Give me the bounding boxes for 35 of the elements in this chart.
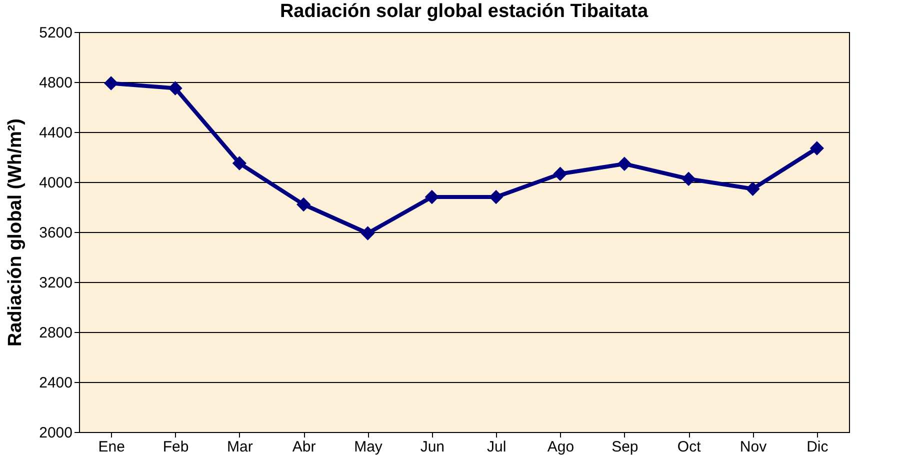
point xyxy=(104,76,118,90)
x-tick-label: Nov xyxy=(740,438,768,455)
y-tick-label: 3200 xyxy=(39,274,72,292)
chart-title: Radiación solar global estación Tibaitata xyxy=(280,1,648,22)
y-tick-label: 4400 xyxy=(39,124,72,142)
point xyxy=(810,141,824,156)
x-tick-label: Jun xyxy=(420,438,445,455)
point xyxy=(296,197,311,212)
x-tick-label: Oct xyxy=(677,438,702,455)
point xyxy=(360,226,375,240)
point xyxy=(553,166,568,181)
x-tick-label: Abr xyxy=(292,438,316,455)
y-tick-label: 2400 xyxy=(39,374,72,392)
y-tick-label: 4000 xyxy=(39,174,72,192)
y-tick-label: 4800 xyxy=(39,74,72,92)
y-tick-label: 2800 xyxy=(39,324,72,342)
x-tick-label: May xyxy=(354,438,383,455)
x-tick-label: Ene xyxy=(98,438,125,455)
point xyxy=(682,172,696,186)
x-tick-label: Sep xyxy=(612,438,638,455)
y-axis-title: Radiación global (Wh/m²) xyxy=(5,118,26,346)
point xyxy=(489,190,504,204)
x-tick-label: Ago xyxy=(547,438,574,455)
point xyxy=(424,190,439,204)
point xyxy=(168,81,182,96)
x-tick-label: Mar xyxy=(226,438,253,455)
point xyxy=(746,182,760,196)
x-tick-label: Feb xyxy=(162,438,189,455)
x-tick-label: Dic xyxy=(806,438,829,455)
y-tick-label: 5200 xyxy=(39,24,72,42)
y-tick-label: 3600 xyxy=(39,224,72,242)
y-tick-label: 2000 xyxy=(39,424,72,442)
x-tick-label: Jul xyxy=(486,438,506,455)
point xyxy=(617,156,632,171)
point xyxy=(232,156,246,170)
